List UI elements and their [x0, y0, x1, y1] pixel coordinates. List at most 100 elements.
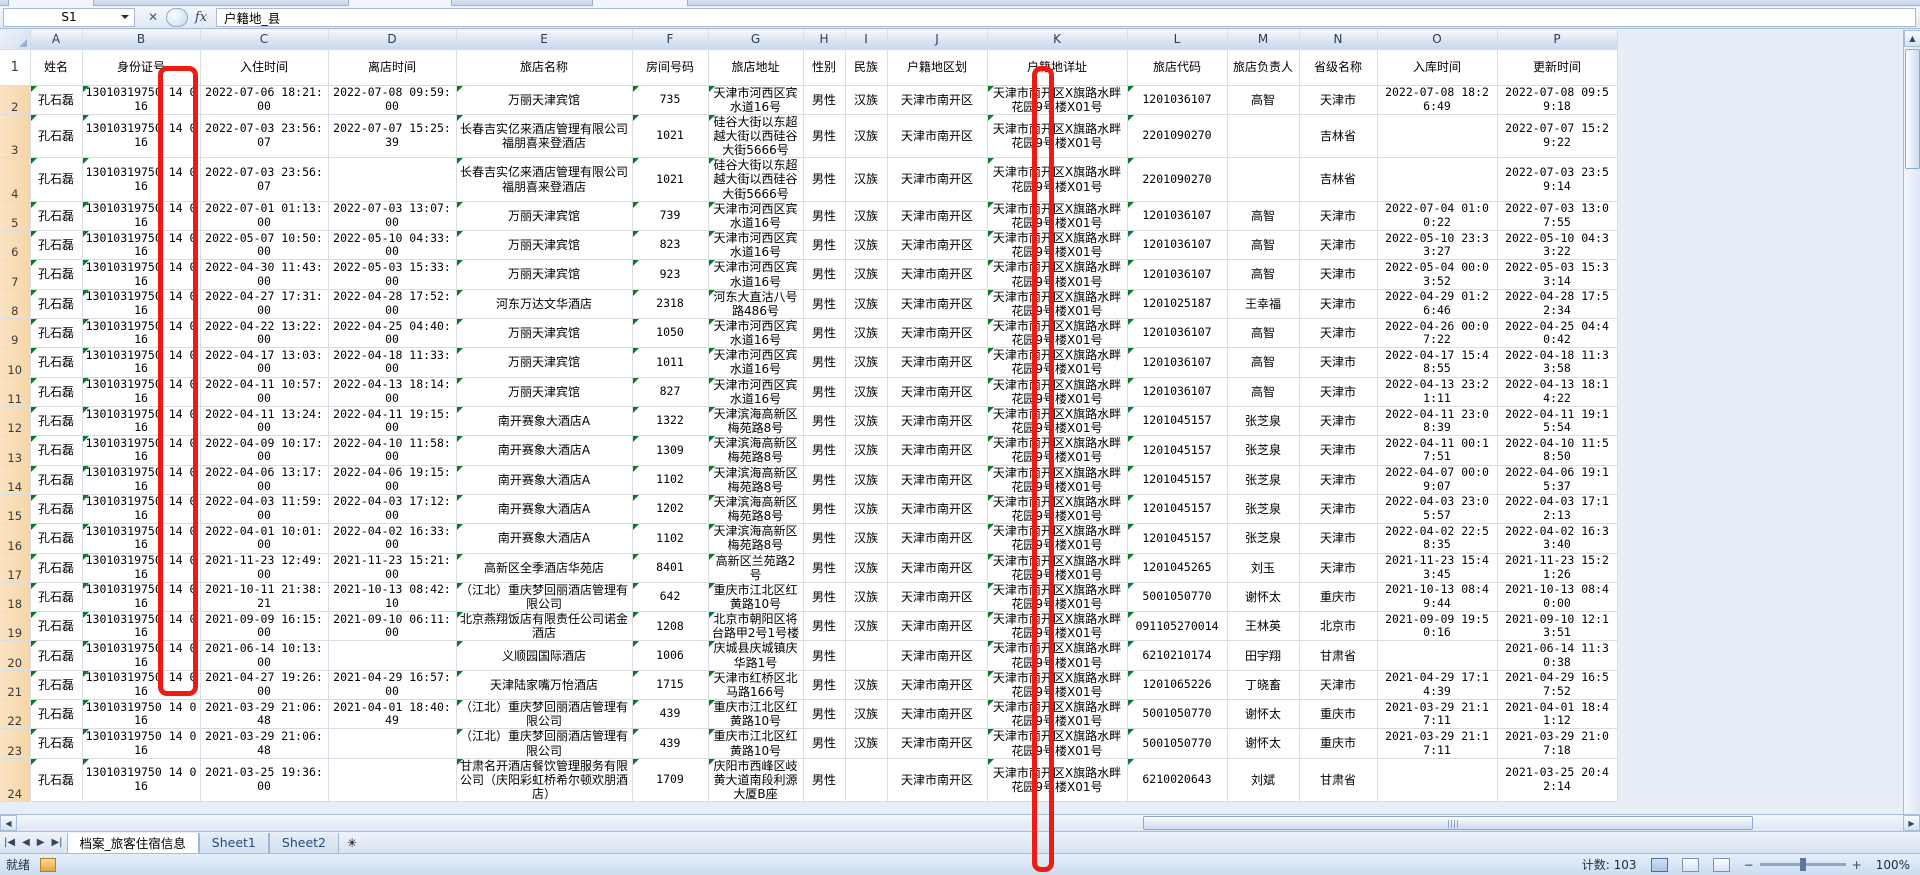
- scroll-right-icon[interactable]: ▶: [1903, 815, 1920, 831]
- column-header-I[interactable]: I: [845, 30, 888, 50]
- table-cell[interactable]: 2022-04-13 23:21:11: [1377, 377, 1498, 407]
- table-cell[interactable]: 2022-04-29 01:26:46: [1377, 289, 1498, 320]
- table-cell[interactable]: 天津市: [1299, 406, 1378, 437]
- table-cell[interactable]: 天津市河西区宾水道16号: [708, 230, 804, 261]
- table-cell[interactable]: 孔石磊: [30, 230, 83, 261]
- horizontal-scrollbar[interactable]: ◀ ▶: [0, 814, 1920, 831]
- table-cell[interactable]: 823: [632, 230, 709, 261]
- table-cell[interactable]: 1201045157: [1127, 465, 1228, 495]
- table-cell[interactable]: 13010319750 14 016: [82, 494, 201, 525]
- table-cell[interactable]: 2022-04-09 10:17:00: [200, 435, 329, 466]
- row-header-22[interactable]: 22: [0, 699, 31, 730]
- insert-function-icon[interactable]: fx: [194, 9, 208, 25]
- table-cell[interactable]: 天津市南开区: [887, 435, 988, 466]
- table-cell[interactable]: 2022-05-10 04:33:22: [1497, 230, 1618, 261]
- table-row[interactable]: 1 姓名 身份证号 入住时间 离店时间 旅店名称 房间号码 旅店地址 性别 民族 户籍地区划 户籍地详…: [0, 49, 1618, 86]
- table-cell[interactable]: 2022-04-06 19:15:37: [1497, 465, 1618, 495]
- table-row[interactable]: 4 孔石磊 13010319750 14 016 2022-07-03 23:56:0…: [0, 157, 1618, 202]
- table-cell[interactable]: 天津市南开区X旗路水畔花园9号楼X01号: [987, 157, 1128, 202]
- table-cell[interactable]: 2022-07-01 01:13:00: [200, 201, 329, 232]
- table-cell[interactable]: [328, 758, 457, 803]
- table-cell[interactable]: 2022-04-25 04:40:00: [328, 318, 457, 349]
- table-cell[interactable]: 1201025187: [1127, 289, 1228, 320]
- table-cell[interactable]: 2022-07-03 23:56:07: [200, 114, 329, 159]
- column-header-M[interactable]: M: [1227, 30, 1300, 50]
- table-cell[interactable]: 2022-04-22 13:22:00: [200, 318, 329, 349]
- table-cell[interactable]: 13010319750 14 016: [82, 289, 201, 320]
- table-cell[interactable]: 男性: [803, 318, 846, 349]
- table-cell[interactable]: 长春吉实亿来酒店管理有限公司福朋喜来登酒店: [456, 157, 633, 202]
- table-cell[interactable]: 汉族: [845, 318, 888, 349]
- table-cell[interactable]: 北京燕翔饭店有限责任公司诺金酒店: [456, 611, 633, 642]
- table-cell[interactable]: 重庆市: [1299, 728, 1378, 759]
- table-cell[interactable]: 甘肃省: [1299, 640, 1378, 671]
- table-cell[interactable]: 1208: [632, 611, 709, 642]
- table-cell[interactable]: 张芝泉: [1227, 465, 1300, 495]
- table-cell[interactable]: 天津市南开区: [887, 699, 988, 730]
- vertical-scroll-thumb[interactable]: [1905, 49, 1920, 169]
- table-cell[interactable]: 男性: [803, 758, 846, 803]
- table-cell[interactable]: 1201036107: [1127, 201, 1228, 232]
- table-cell[interactable]: 天津市南开区X旗路水畔花园9号楼X01号: [987, 230, 1128, 261]
- table-cell[interactable]: 13010319750 14 016: [82, 318, 201, 349]
- table-cell[interactable]: 天津市河西区宾水道16号: [708, 85, 804, 115]
- table-cell[interactable]: 高智: [1227, 230, 1300, 261]
- next-sheet-icon[interactable]: ▶: [36, 837, 45, 848]
- table-cell[interactable]: 天津陆家嘴万怡酒店: [456, 670, 633, 701]
- column-header-O[interactable]: O: [1377, 30, 1498, 50]
- table-cell[interactable]: 天津市南开区X旗路水畔花园9号楼X01号: [987, 406, 1128, 437]
- row-header-6[interactable]: 6: [0, 230, 31, 261]
- table-cell[interactable]: 谢怀太: [1227, 728, 1300, 759]
- table-cell[interactable]: 1709: [632, 758, 709, 803]
- table-cell[interactable]: 2022-05-03 15:33:14: [1497, 259, 1618, 290]
- table-cell[interactable]: 2021-10-13 08:42:10: [328, 582, 457, 613]
- table-cell[interactable]: 2022-04-06 13:17:00: [200, 465, 329, 495]
- table-cell[interactable]: 天津市南开区X旗路水畔花园9号楼X01号: [987, 347, 1128, 378]
- table-cell[interactable]: 1201036107: [1127, 230, 1228, 261]
- table-cell[interactable]: 1102: [632, 465, 709, 495]
- table-cell[interactable]: 孔石磊: [30, 494, 83, 525]
- table-cell[interactable]: 2022-04-13 18:14:00: [328, 377, 457, 407]
- table-cell[interactable]: 天津市南开区: [887, 465, 988, 495]
- table-cell[interactable]: 2021-03-29 21:17:11: [1377, 728, 1498, 759]
- table-cell[interactable]: 2022-05-03 15:33:00: [328, 259, 457, 290]
- table-cell[interactable]: 2022-04-26 00:07:22: [1377, 318, 1498, 349]
- scroll-up-icon[interactable]: ▲: [1904, 30, 1920, 47]
- table-cell[interactable]: 高智: [1227, 347, 1300, 378]
- table-cell[interactable]: 天津市南开区: [887, 406, 988, 437]
- table-cell[interactable]: 2201090270: [1127, 157, 1228, 202]
- table-cell[interactable]: 2021-09-10 06:11:00: [328, 611, 457, 642]
- table-cell[interactable]: 2021-10-11 21:38:21: [200, 582, 329, 613]
- table-cell[interactable]: 汉族: [845, 201, 888, 232]
- cancel-formula-icon[interactable]: ✕: [147, 10, 159, 24]
- table-cell[interactable]: 孔石磊: [30, 157, 83, 202]
- column-title-cell[interactable]: 旅店负责人: [1227, 49, 1300, 86]
- table-cell[interactable]: 男性: [803, 582, 846, 613]
- table-cell[interactable]: 孔石磊: [30, 318, 83, 349]
- table-cell[interactable]: 汉族: [845, 699, 888, 730]
- table-cell[interactable]: 923: [632, 259, 709, 290]
- table-cell[interactable]: 天津市: [1299, 85, 1378, 115]
- table-cell[interactable]: 2022-04-11 23:08:39: [1377, 406, 1498, 437]
- table-cell[interactable]: 孔石磊: [30, 406, 83, 437]
- table-cell[interactable]: 男性: [803, 640, 846, 671]
- table-cell[interactable]: 1202: [632, 494, 709, 525]
- table-cell[interactable]: 2022-04-28 17:52:34: [1497, 289, 1618, 320]
- column-title-cell[interactable]: 户籍地详址: [987, 49, 1128, 86]
- table-cell[interactable]: 汉族: [845, 289, 888, 320]
- table-cell[interactable]: 男性: [803, 435, 846, 466]
- table-row[interactable]: 19 孔石磊 13010319750 14 016 2021-09-09 16:15:…: [0, 611, 1618, 642]
- table-cell[interactable]: [1377, 157, 1498, 202]
- column-title-cell[interactable]: 性别: [803, 49, 846, 86]
- table-row[interactable]: 8 孔石磊 13010319750 14 016 2022-04-27 17:31:0…: [0, 289, 1618, 320]
- table-cell[interactable]: 重庆市: [1299, 582, 1378, 613]
- column-title-cell[interactable]: 姓名: [30, 49, 83, 86]
- column-title-cell[interactable]: 省级名称: [1299, 49, 1378, 86]
- column-header-G[interactable]: G: [708, 30, 804, 50]
- table-cell[interactable]: 13010319750 14 016: [82, 377, 201, 407]
- column-header-C[interactable]: C: [200, 30, 329, 50]
- table-cell[interactable]: 2022-04-11 19:15:54: [1497, 406, 1618, 437]
- table-row[interactable]: 21 孔石磊 13010319750 14 016 2021-04-27 19:26:…: [0, 670, 1618, 701]
- table-cell[interactable]: 2021-11-23 15:21:26: [1497, 553, 1618, 583]
- zoom-track[interactable]: [1759, 858, 1846, 871]
